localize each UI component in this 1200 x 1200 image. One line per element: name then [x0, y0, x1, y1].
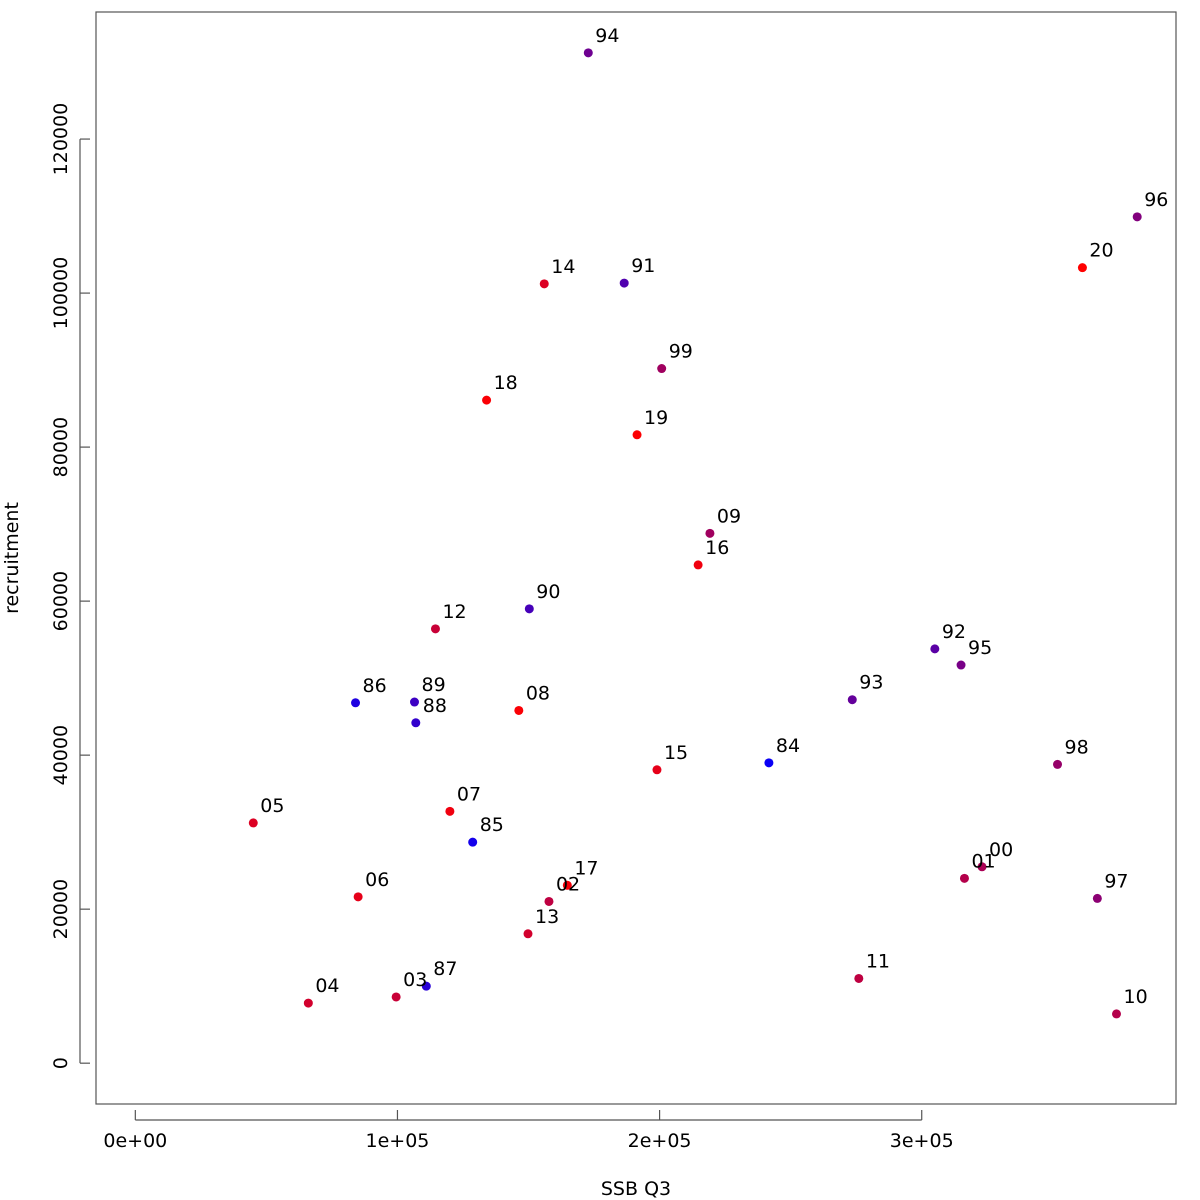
- point-label: 91: [631, 255, 655, 277]
- y-tick-label: 80000: [50, 417, 72, 477]
- point-label: 90: [536, 581, 560, 603]
- point-label: 00: [989, 839, 1013, 861]
- point-label: 86: [363, 675, 387, 697]
- point-label: 08: [526, 682, 550, 704]
- data-point: [539, 279, 549, 289]
- data-point: [514, 705, 524, 715]
- point-label: 84: [776, 735, 800, 757]
- point-label: 10: [1123, 986, 1147, 1008]
- data-point: [854, 973, 864, 983]
- point-label: 05: [260, 795, 284, 817]
- point-label: 88: [423, 695, 447, 717]
- data-point: [544, 896, 554, 906]
- point-label: 98: [1065, 736, 1089, 758]
- point-label: 99: [669, 341, 693, 363]
- data-point: [705, 528, 715, 538]
- point-label: 87: [433, 958, 457, 980]
- data-points: [248, 48, 1142, 1019]
- plot-frame: [95, 11, 1177, 1105]
- data-point: [391, 992, 401, 1002]
- data-point: [524, 604, 534, 614]
- data-point: [1077, 263, 1087, 273]
- point-label: 96: [1144, 189, 1168, 211]
- point-label: 94: [595, 25, 619, 47]
- data-point: [1092, 893, 1102, 903]
- data-point: [523, 929, 533, 939]
- point-label: 03: [403, 969, 427, 991]
- point-label: 97: [1104, 870, 1128, 892]
- data-point: [303, 998, 313, 1008]
- data-point: [632, 430, 642, 440]
- point-label: 13: [535, 906, 559, 928]
- y-axis: 0 20000 40000 60000 80000 100000 120000: [50, 103, 90, 1069]
- y-tick-label: 0: [50, 1057, 72, 1069]
- point-label: 16: [705, 537, 729, 559]
- point-label: 85: [480, 814, 504, 836]
- y-tick-label: 20000: [50, 879, 72, 939]
- data-point: [353, 892, 363, 902]
- data-point: [693, 560, 703, 570]
- y-tick-label: 60000: [50, 571, 72, 631]
- data-point: [1132, 212, 1142, 222]
- data-point: [657, 364, 667, 374]
- point-label: 04: [315, 975, 339, 997]
- x-tick-label: 0e+00: [103, 1130, 167, 1152]
- data-point: [409, 697, 419, 707]
- point-label: 89: [421, 674, 445, 696]
- data-point: [1053, 759, 1063, 769]
- data-point: [421, 981, 431, 991]
- x-tick-label: 2e+05: [628, 1130, 692, 1152]
- point-label: 01: [971, 850, 995, 872]
- point-label: 12: [442, 601, 466, 623]
- x-tick-label: 3e+05: [890, 1130, 954, 1152]
- data-point: [351, 698, 361, 708]
- point-label: 17: [574, 857, 598, 879]
- x-axis-title: SSB Q3: [601, 1178, 671, 1200]
- data-point: [847, 695, 857, 705]
- data-point: [977, 862, 987, 872]
- data-point: [930, 644, 940, 654]
- point-label: 02: [556, 873, 580, 895]
- data-point: [482, 395, 492, 405]
- y-tick-label: 100000: [50, 257, 72, 330]
- point-label: 95: [968, 637, 992, 659]
- x-axis: 0e+00 1e+05 2e+05 3e+05: [103, 1110, 954, 1152]
- data-point: [430, 624, 440, 634]
- data-point: [1111, 1009, 1121, 1019]
- y-tick-label: 40000: [50, 725, 72, 785]
- data-point: [619, 278, 629, 288]
- data-point: [583, 48, 593, 58]
- point-label: 92: [942, 621, 966, 643]
- y-axis-title: recruitment: [1, 502, 23, 614]
- point-label: 19: [644, 407, 668, 429]
- point-label: 14: [551, 256, 575, 278]
- data-point: [652, 765, 662, 775]
- point-label: 11: [866, 950, 890, 972]
- data-point: [956, 660, 966, 670]
- point-label: 15: [664, 742, 688, 764]
- data-point: [468, 837, 478, 847]
- point-label: 07: [457, 783, 481, 805]
- data-point: [959, 873, 969, 883]
- data-point: [248, 818, 258, 828]
- data-point: [445, 806, 455, 816]
- data-point: [411, 718, 421, 728]
- point-label: 20: [1089, 240, 1113, 262]
- data-point: [562, 880, 572, 890]
- x-tick-label: 1e+05: [366, 1130, 430, 1152]
- point-label: 18: [494, 372, 518, 394]
- y-tick-label: 120000: [50, 103, 72, 176]
- data-point: [764, 758, 774, 768]
- point-label: 09: [717, 505, 741, 527]
- point-label: 93: [859, 672, 883, 694]
- point-label: 06: [365, 869, 389, 891]
